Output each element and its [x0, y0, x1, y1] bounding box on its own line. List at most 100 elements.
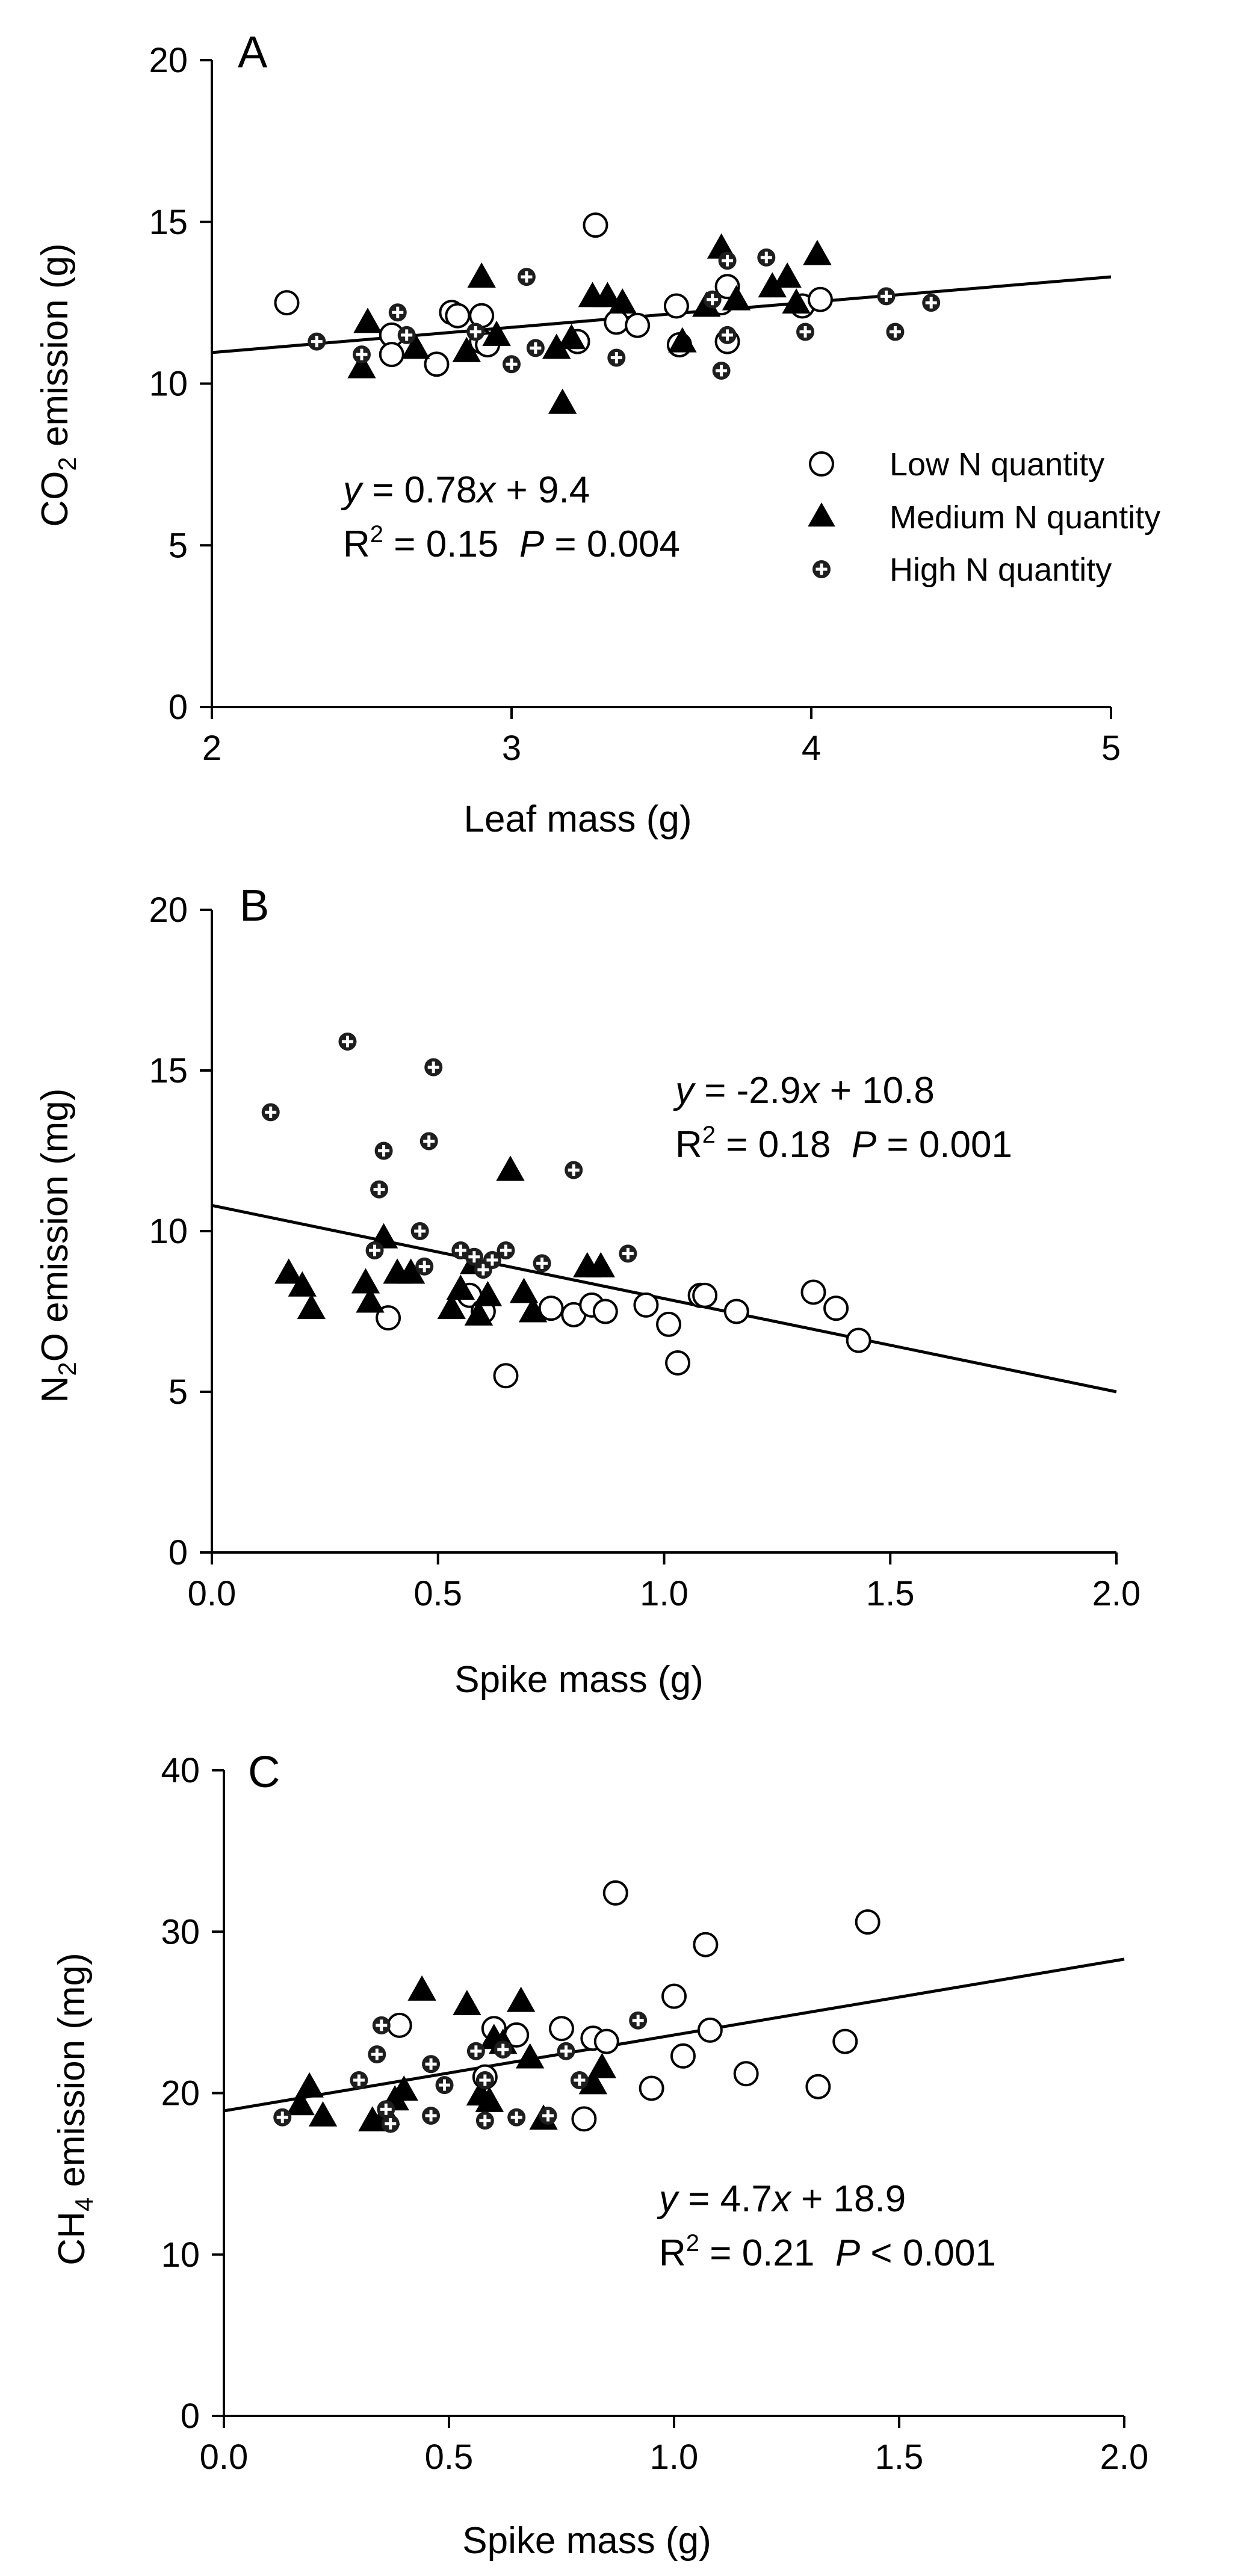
- x-tick-label: 0.0: [200, 2438, 249, 2477]
- data-point-low-n: [823, 1296, 849, 1321]
- x-tick-label: 3: [502, 729, 521, 768]
- data-point-medium-n: [515, 2043, 545, 2069]
- data-point-low-n: [693, 1932, 719, 1957]
- data-point-medium-n: [452, 336, 481, 362]
- y-tick-label: 30: [161, 1912, 200, 1951]
- panel-letter: C: [248, 1747, 280, 1797]
- y-tick-label: 20: [161, 2074, 200, 2113]
- data-point-high-n: [451, 1241, 470, 1260]
- data-point-low-n: [625, 312, 651, 338]
- data-point-medium-n: [288, 1271, 317, 1297]
- data-point-high-n: [565, 1161, 583, 1179]
- data-point-low-n: [800, 1279, 826, 1305]
- data-point-medium-n: [593, 282, 622, 307]
- data-point-high-n: [261, 1103, 280, 1122]
- data-point-high-n: [718, 252, 737, 270]
- data-point-high-n: [466, 2042, 485, 2060]
- data-point-medium-n: [347, 353, 376, 378]
- data-point-medium-n: [297, 1294, 326, 1320]
- y-tick-label: 15: [149, 203, 188, 242]
- y-axis-label: CO2 emission (g): [34, 243, 81, 527]
- data-point-low-n: [549, 2016, 574, 2042]
- data-point-medium-n: [773, 262, 802, 288]
- data-point-high-n: [422, 2055, 441, 2074]
- markers-c: [273, 1880, 880, 2133]
- y-tick-label: 20: [149, 41, 188, 80]
- data-point-high-n: [422, 2107, 441, 2125]
- data-point-low-n: [639, 2075, 664, 2101]
- data-point-low-n: [692, 1282, 718, 1308]
- data-point-high-n: [419, 1132, 438, 1151]
- data-point-medium-n: [389, 2075, 418, 2101]
- data-point-high-n: [388, 303, 407, 322]
- data-point-low-n: [274, 290, 300, 316]
- tick-labels-a: 0 5 10 15 20 2 3 4 5: [149, 41, 1121, 768]
- data-point-high-n: [619, 1244, 637, 1263]
- markers-b: [261, 1032, 871, 1389]
- data-point-high-n: [497, 1241, 515, 1260]
- x-tick-label: 1.0: [640, 1574, 689, 1613]
- data-point-low-n: [379, 342, 404, 368]
- tick-labels-c: 0 10 20 30 40 0.0 0.5 1.0 1.5 2.0: [161, 1751, 1148, 2477]
- tick-labels-b: 0 5 10 15 20 0.0 0.5 1.0 1.5 2.0: [149, 891, 1140, 1613]
- legend-marker-med: [808, 502, 835, 527]
- y-tick-label: 15: [149, 1051, 188, 1090]
- data-point-high-n: [415, 1257, 434, 1276]
- fit-equation: y = 0.78x + 9.4: [341, 469, 590, 511]
- data-point-low-n: [697, 2017, 723, 2043]
- legend-marker-low: [809, 451, 834, 477]
- legend-label-low: Low N quantity: [890, 446, 1104, 483]
- y-tick-label: 20: [149, 891, 188, 930]
- data-point-high-n: [539, 2107, 557, 2125]
- data-point-low-n: [602, 1880, 628, 1906]
- data-point-high-n: [712, 362, 731, 380]
- data-point-high-n: [796, 323, 815, 341]
- data-point-low-n: [493, 1363, 519, 1389]
- data-point-medium-n: [464, 1300, 494, 1326]
- x-axis-label: Leaf mass (g): [463, 798, 692, 840]
- data-point-low-n: [665, 1350, 691, 1376]
- data-point-medium-n: [506, 1986, 536, 2012]
- data-point-medium-n: [308, 2101, 338, 2127]
- data-point-medium-n: [803, 239, 832, 265]
- data-point-high-n: [757, 248, 776, 267]
- data-point-high-n: [435, 2076, 454, 2095]
- data-point-high-n: [503, 355, 521, 374]
- data-point-low-n: [723, 1299, 749, 1324]
- axes-a: [200, 59, 1112, 719]
- y-tick-label: 0: [181, 2397, 200, 2436]
- data-point-high-n: [557, 2042, 575, 2060]
- y-tick-label: 5: [169, 526, 188, 565]
- data-point-high-n: [718, 326, 737, 344]
- data-point-high-n: [381, 2114, 400, 2133]
- data-point-medium-n: [356, 1287, 385, 1313]
- data-point-high-n: [886, 323, 905, 341]
- panel-c: C 0 10 20 30 40 0.0 0.5 1.0 1.5 2.0 Spike mass (g…: [51, 1747, 1148, 2562]
- legend-item-med: Medium N quantity: [808, 499, 1160, 536]
- data-point-high-n: [922, 294, 941, 312]
- x-tick-label: 2.0: [1092, 1574, 1141, 1613]
- data-point-low-n: [855, 1909, 880, 1935]
- data-point-high-n: [353, 345, 371, 364]
- data-point-low-n: [583, 212, 608, 238]
- regression-line: [211, 275, 1112, 354]
- data-point-high-n: [273, 2108, 292, 2127]
- data-point-low-n: [663, 293, 689, 319]
- fit-equation: y = 4.7x + 18.9: [657, 2178, 906, 2220]
- y-tick-label: 0: [169, 1533, 188, 1572]
- data-point-high-n: [533, 1254, 551, 1273]
- data-point-medium-n: [587, 2052, 617, 2078]
- data-point-medium-n: [557, 324, 586, 350]
- data-point-high-n: [397, 326, 416, 344]
- y-tick-label: 10: [149, 1212, 188, 1251]
- data-point-low-n: [846, 1327, 871, 1353]
- data-point-low-n: [571, 2106, 597, 2132]
- data-point-high-n: [494, 2040, 512, 2059]
- data-point-medium-n: [586, 1252, 616, 1277]
- x-axis-label: Spike mass (g): [462, 2520, 711, 2562]
- data-point-low-n: [592, 1299, 618, 1324]
- data-point-high-n: [475, 2071, 494, 2090]
- y-tick-label: 40: [161, 1751, 200, 1790]
- data-point-low-n: [538, 1296, 564, 1321]
- data-point-medium-n: [482, 320, 511, 346]
